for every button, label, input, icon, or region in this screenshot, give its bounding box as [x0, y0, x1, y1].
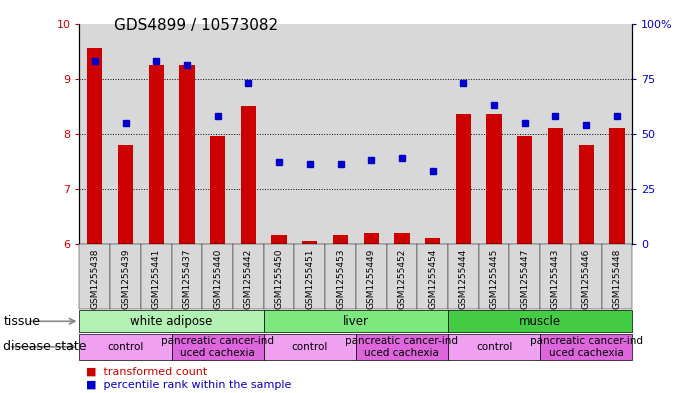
Text: GSM1255442: GSM1255442: [244, 249, 253, 309]
FancyBboxPatch shape: [448, 244, 479, 309]
Text: GSM1255439: GSM1255439: [121, 249, 130, 309]
Text: GSM1255453: GSM1255453: [336, 249, 345, 309]
Text: control: control: [476, 342, 512, 352]
Bar: [448, 24, 479, 244]
Bar: [325, 24, 356, 244]
Bar: [118, 145, 133, 244]
Text: GSM1255441: GSM1255441: [152, 249, 161, 309]
FancyBboxPatch shape: [202, 244, 233, 309]
Text: GSM1255450: GSM1255450: [274, 249, 283, 309]
Text: GSM1255449: GSM1255449: [367, 249, 376, 309]
FancyBboxPatch shape: [141, 244, 171, 309]
Bar: [609, 128, 625, 244]
Bar: [578, 145, 594, 244]
Bar: [210, 136, 225, 244]
Text: ■  transformed count: ■ transformed count: [86, 366, 207, 376]
FancyBboxPatch shape: [509, 244, 540, 309]
Text: GSM1255445: GSM1255445: [489, 249, 499, 309]
FancyBboxPatch shape: [540, 334, 632, 360]
FancyBboxPatch shape: [571, 244, 602, 309]
Bar: [540, 24, 571, 244]
Bar: [87, 48, 102, 244]
FancyBboxPatch shape: [448, 310, 632, 332]
Text: GSM1255454: GSM1255454: [428, 249, 437, 309]
Bar: [141, 24, 171, 244]
Bar: [171, 24, 202, 244]
Text: tissue: tissue: [3, 315, 41, 328]
Bar: [517, 136, 533, 244]
Text: GSM1255440: GSM1255440: [213, 249, 223, 309]
Bar: [548, 128, 563, 244]
Text: control: control: [292, 342, 328, 352]
FancyBboxPatch shape: [294, 244, 325, 309]
Bar: [302, 241, 317, 244]
FancyBboxPatch shape: [479, 244, 509, 309]
FancyBboxPatch shape: [264, 244, 294, 309]
Text: GSM1255438: GSM1255438: [91, 249, 100, 309]
FancyBboxPatch shape: [233, 244, 264, 309]
FancyBboxPatch shape: [79, 244, 110, 309]
Text: disease state: disease state: [3, 340, 87, 353]
Bar: [79, 24, 110, 244]
FancyBboxPatch shape: [110, 244, 141, 309]
Text: pancreatic cancer-ind
uced cachexia: pancreatic cancer-ind uced cachexia: [346, 336, 458, 358]
Bar: [455, 114, 471, 244]
FancyBboxPatch shape: [79, 310, 264, 332]
Bar: [264, 24, 294, 244]
Bar: [509, 24, 540, 244]
Text: GDS4899 / 10573082: GDS4899 / 10573082: [114, 18, 278, 33]
Bar: [417, 24, 448, 244]
Bar: [110, 24, 141, 244]
Text: GSM1255452: GSM1255452: [397, 249, 406, 309]
Text: pancreatic cancer-ind
uced cachexia: pancreatic cancer-ind uced cachexia: [161, 336, 274, 358]
Bar: [202, 24, 233, 244]
Bar: [363, 233, 379, 244]
Text: liver: liver: [343, 315, 369, 328]
FancyBboxPatch shape: [171, 334, 264, 360]
Bar: [386, 24, 417, 244]
FancyBboxPatch shape: [171, 244, 202, 309]
FancyBboxPatch shape: [356, 244, 386, 309]
FancyBboxPatch shape: [386, 244, 417, 309]
FancyBboxPatch shape: [79, 334, 171, 360]
Bar: [395, 233, 410, 244]
Text: pancreatic cancer-ind
uced cachexia: pancreatic cancer-ind uced cachexia: [530, 336, 643, 358]
Bar: [356, 24, 386, 244]
Text: white adipose: white adipose: [131, 315, 213, 328]
Bar: [233, 24, 264, 244]
Bar: [240, 106, 256, 244]
Bar: [149, 65, 164, 244]
FancyBboxPatch shape: [264, 334, 356, 360]
Bar: [179, 65, 195, 244]
FancyBboxPatch shape: [264, 310, 448, 332]
Text: GSM1255451: GSM1255451: [305, 249, 314, 309]
FancyBboxPatch shape: [540, 244, 571, 309]
Bar: [294, 24, 325, 244]
FancyBboxPatch shape: [325, 244, 356, 309]
FancyBboxPatch shape: [448, 334, 540, 360]
Text: GSM1255443: GSM1255443: [551, 249, 560, 309]
Text: ■  percentile rank within the sample: ■ percentile rank within the sample: [86, 380, 292, 390]
Bar: [602, 24, 632, 244]
Bar: [479, 24, 509, 244]
Bar: [333, 235, 348, 244]
Text: GSM1255447: GSM1255447: [520, 249, 529, 309]
Bar: [486, 114, 502, 244]
Text: control: control: [107, 342, 144, 352]
Bar: [272, 235, 287, 244]
Text: GSM1255437: GSM1255437: [182, 249, 191, 309]
Bar: [571, 24, 602, 244]
Text: GSM1255448: GSM1255448: [612, 249, 621, 309]
Text: GSM1255446: GSM1255446: [582, 249, 591, 309]
Text: muscle: muscle: [519, 315, 561, 328]
Bar: [425, 238, 440, 244]
FancyBboxPatch shape: [356, 334, 448, 360]
Text: GSM1255444: GSM1255444: [459, 249, 468, 309]
FancyBboxPatch shape: [417, 244, 448, 309]
FancyBboxPatch shape: [602, 244, 632, 309]
